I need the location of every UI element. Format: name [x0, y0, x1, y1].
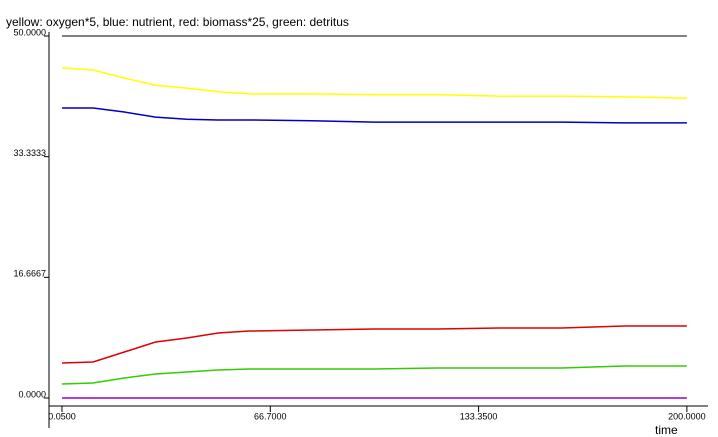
x-tick-label: 133.3500 [460, 411, 498, 421]
series-line [61, 107, 687, 124]
chart-title: yellow: oxygen*5, blue: nutrient, red: b… [6, 15, 349, 29]
x-axis-label: time [655, 423, 678, 437]
series-line [61, 365, 687, 385]
y-tick-label: 0.0000 [18, 389, 46, 399]
x-tick-label: 66.7000 [254, 411, 287, 421]
y-tick-label: 16.6667 [13, 269, 46, 279]
x-tick-label: 0.0500 [48, 411, 76, 421]
y-tick-label: 50.0000 [13, 27, 46, 37]
series-line [61, 325, 687, 364]
x-tick-label: 200.0000 [668, 411, 706, 421]
y-tick-label: 33.3333 [13, 148, 46, 158]
series-line [61, 67, 687, 100]
